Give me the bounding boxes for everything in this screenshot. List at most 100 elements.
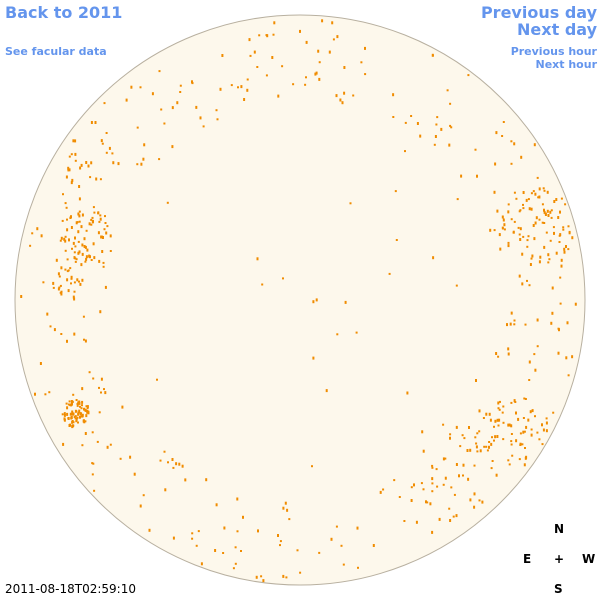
facula: [545, 231, 548, 234]
facula: [219, 87, 222, 91]
facula: [502, 438, 505, 441]
facula: [92, 242, 95, 246]
facula: [91, 473, 94, 476]
facula: [42, 281, 45, 284]
facula: [106, 225, 109, 228]
facula: [343, 66, 346, 69]
facula: [533, 143, 536, 147]
facula: [526, 245, 529, 248]
facula: [519, 442, 522, 446]
facula: [100, 377, 103, 381]
facula: [518, 210, 521, 213]
facula: [63, 412, 66, 416]
facula: [240, 550, 242, 552]
facula: [461, 434, 464, 437]
facula: [87, 410, 90, 414]
facula: [92, 462, 95, 465]
facula: [97, 211, 100, 215]
facula: [92, 206, 95, 209]
facula: [315, 71, 318, 75]
facula: [279, 544, 281, 547]
facula: [79, 282, 82, 286]
facula: [60, 290, 63, 293]
next-hour-link[interactable]: Next hour: [535, 58, 598, 71]
previous-hour-link[interactable]: Previous hour: [510, 45, 597, 58]
facula: [98, 220, 101, 223]
facula: [84, 339, 87, 343]
facula: [121, 405, 124, 409]
facula: [282, 574, 285, 578]
facula: [105, 151, 108, 154]
facula: [195, 105, 198, 109]
facula: [160, 108, 163, 111]
facula: [434, 135, 437, 138]
next-day-link[interactable]: Next day: [517, 20, 597, 39]
facula: [406, 391, 409, 395]
facula: [99, 214, 102, 217]
facula: [507, 347, 510, 351]
facula: [72, 393, 75, 396]
previous-day-link[interactable]: Previous day: [480, 3, 597, 22]
facula: [81, 400, 84, 404]
facula: [82, 315, 85, 318]
facula: [568, 230, 571, 233]
facula: [40, 234, 43, 238]
facula: [571, 236, 574, 240]
facula: [314, 72, 317, 76]
facula: [60, 333, 63, 335]
back-link[interactable]: Back to 2011: [5, 3, 123, 22]
facula: [444, 476, 447, 480]
facula: [86, 405, 89, 409]
facula: [493, 229, 496, 232]
facula: [77, 251, 80, 255]
facula: [103, 228, 106, 231]
facula: [551, 311, 554, 315]
facula: [167, 461, 169, 464]
facula: [277, 534, 279, 537]
facula: [171, 145, 174, 149]
facula: [109, 443, 112, 446]
facula: [61, 413, 64, 416]
facula: [531, 409, 534, 413]
facula: [73, 281, 76, 284]
facula: [81, 213, 84, 217]
facula: [130, 85, 133, 89]
facula: [305, 40, 308, 44]
facula: [524, 323, 527, 326]
facula: [85, 161, 88, 164]
facula: [139, 86, 142, 89]
facula: [382, 488, 385, 491]
facula: [191, 80, 193, 84]
compass-south: S: [554, 582, 563, 596]
facula: [129, 455, 132, 459]
facula: [103, 102, 106, 105]
facula: [478, 499, 481, 502]
facula: [93, 256, 96, 260]
facula: [528, 207, 531, 211]
facula: [72, 421, 75, 424]
facula: [63, 417, 66, 421]
facula: [431, 464, 434, 467]
facula: [525, 455, 528, 459]
facula: [372, 544, 375, 547]
facula: [410, 499, 413, 502]
facula: [29, 244, 32, 247]
facula: [521, 252, 524, 256]
compass-west: W: [582, 552, 596, 566]
facula: [234, 546, 237, 549]
facula: [515, 197, 518, 200]
facula: [486, 449, 489, 452]
facula: [88, 222, 91, 226]
facula: [444, 457, 447, 460]
facula: [545, 417, 548, 420]
facula: [63, 413, 66, 417]
facula: [340, 544, 343, 547]
facula: [494, 162, 497, 166]
facula: [415, 520, 418, 524]
facula: [93, 211, 96, 214]
facula: [534, 415, 536, 418]
facula: [97, 231, 100, 235]
facula: [336, 35, 339, 39]
facular-link[interactable]: See facular data: [5, 45, 107, 58]
facula: [456, 198, 459, 201]
